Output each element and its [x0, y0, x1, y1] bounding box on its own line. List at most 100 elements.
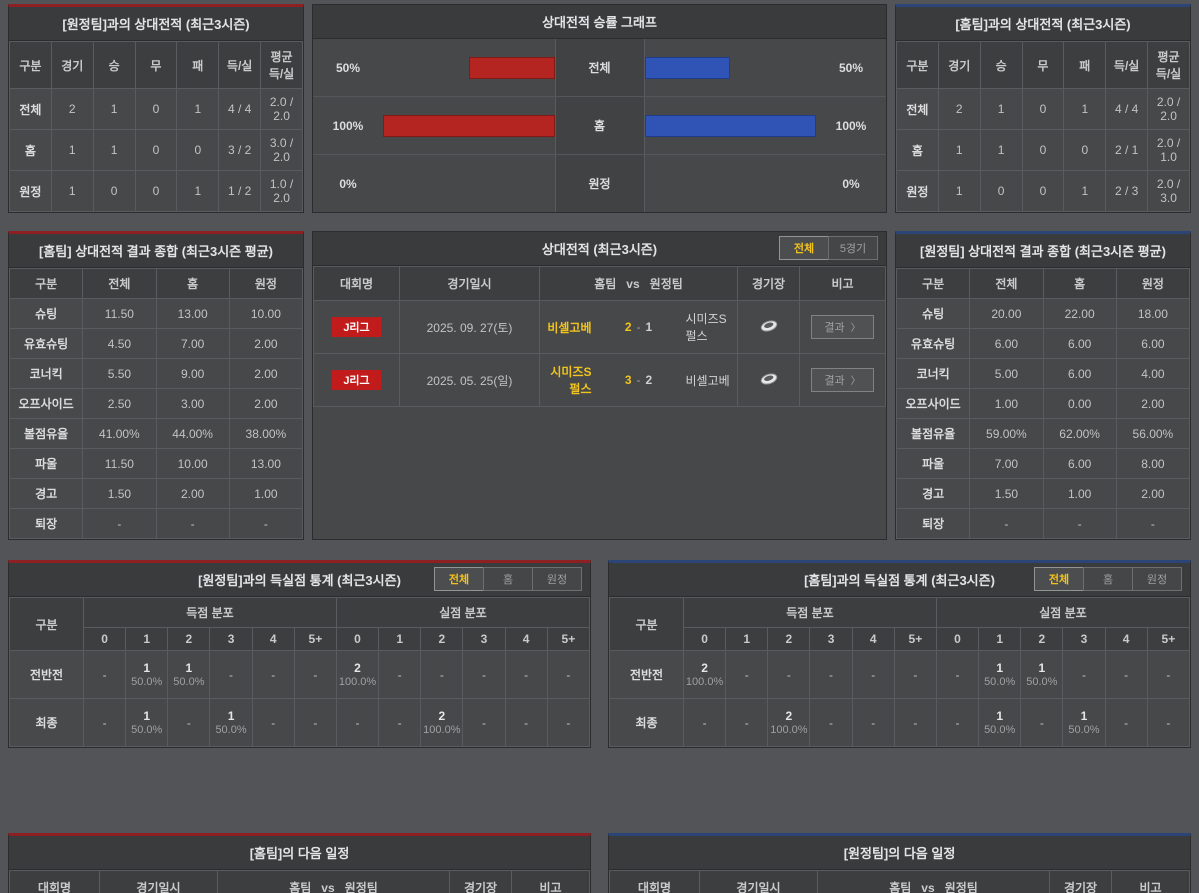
concede-cell: - — [1062, 650, 1106, 699]
table-body: 전체 2 1 0 1 4 / 4 2.0 / 2.0 홈 1 1 0 0 3 / 2 3.0 / 2.0 원… — [9, 88, 303, 212]
away-summary-table: 구분 전체 홈 원정 슈팅 20.00 22.00 18.00 유효슈팅 6.00 6.00 6.00… — [895, 268, 1191, 539]
count: 1 — [1038, 661, 1046, 675]
tab-2[interactable]: 홈 — [483, 567, 533, 591]
stat-value: 4.50 — [82, 328, 157, 359]
panel-home-goal-stats: [홈팀]과의 득실점 통계 (최근3시즌) 전체 홈 원정 구분 득점 분포 실점 분포… — [608, 560, 1191, 748]
row-label: 코너킥 — [8, 358, 84, 389]
tab-3[interactable]: 원정 — [532, 567, 582, 591]
table-row: 경고 1.50 1.00 2.00 — [895, 478, 1191, 509]
stat-value: 3.00 — [155, 388, 230, 419]
right-bar-track — [644, 97, 816, 154]
stat-row: 최종 - -2 100.0% - - - -1 50.0% -1 50.0% - - — [609, 698, 1191, 747]
stat-value: 2.00 — [1115, 478, 1191, 509]
stat-value: 2 / 1 — [1105, 129, 1149, 171]
concede-cell: - — [1104, 698, 1148, 747]
stat-value: 1 — [1063, 170, 1107, 212]
stadium-icon[interactable] — [759, 319, 779, 333]
header-home: 홈팀 — [889, 881, 912, 893]
result-button[interactable]: 결과 〉 — [811, 315, 874, 339]
bin-header: 1 — [725, 627, 769, 651]
bin-header-row: 0 1 2 3 4 5+ 0 1 2 3 4 5+ — [610, 627, 1191, 651]
tab-3[interactable]: 원정 — [1132, 567, 1182, 591]
away-team: 비셀고베 — [685, 373, 730, 388]
stat-value: 2 — [50, 88, 94, 130]
goal-stats-filter-tabs: 전체 홈 원정 — [1034, 567, 1182, 591]
stat-row: 전반전 2 100.0% - - - - - -1 50.0% 1 50.0% - - - — [609, 650, 1191, 699]
stat-value: 0 — [1021, 88, 1065, 130]
header-vs: vs — [921, 881, 935, 893]
row-label: 홈 — [9, 129, 52, 171]
stat-value: 1 / 2 — [218, 170, 262, 212]
note-cell: 결과 〉 — [799, 300, 886, 354]
row-label: 파울 — [8, 448, 84, 479]
stat-value: 0 — [1021, 170, 1065, 212]
table-row: 원정 1 0 0 1 2 / 3 2.0 / 3.0 — [896, 170, 1190, 212]
tab-1[interactable]: 전체 — [1034, 567, 1084, 591]
stat-value: 6.00 — [1115, 328, 1191, 359]
row-label: 파울 — [895, 448, 971, 479]
score-cell: - — [293, 698, 337, 747]
row-label: 전반전 — [9, 650, 84, 699]
column-header: 전체 — [969, 268, 1044, 299]
header-row: 대회명 경기일시 홈팀 vs 원정팀 경기장 비고 — [609, 870, 1190, 893]
tab-1[interactable]: 전체 — [779, 236, 829, 260]
tab-2[interactable]: 5경기 — [828, 236, 878, 260]
concede-cell: 2 100.0% — [335, 650, 380, 699]
concede-cell: - — [1104, 650, 1148, 699]
goal-stats-filter-tabs: 전체 홈 원정 — [434, 567, 582, 591]
score-cell: 1 50.0% — [125, 698, 169, 747]
home-score: 2 — [624, 320, 632, 334]
stat-value: 2.0 / 2.0 — [260, 88, 303, 130]
stat-value: 2.0 / 3.0 — [1147, 170, 1190, 212]
result-button[interactable]: 결과 〉 — [811, 368, 874, 392]
graph-row: 100% 홈 100% — [313, 97, 886, 155]
bin-header: 2 — [167, 627, 211, 651]
stat-value: 1.50 — [82, 478, 157, 509]
column-header: 원정 — [1115, 268, 1191, 299]
score-cell: - — [809, 650, 853, 699]
stat-value: 0 — [134, 129, 178, 171]
score: 2-1 — [602, 320, 676, 334]
header-home: 홈팀 — [289, 881, 312, 893]
stadium-icon[interactable] — [759, 372, 779, 386]
stat-value: 6.00 — [969, 328, 1044, 359]
tab-2[interactable]: 홈 — [1083, 567, 1133, 591]
stat-value: 2.00 — [228, 358, 304, 389]
stat-value: 9.00 — [155, 358, 230, 389]
stat-value: 38.00% — [228, 418, 304, 449]
stat-value: 1 — [176, 88, 220, 130]
stat-value: 0 — [979, 170, 1023, 212]
column-header: 대회명 — [9, 870, 100, 893]
stat-value: 7.00 — [969, 448, 1044, 479]
bin-header: 2 — [420, 627, 464, 651]
row-label: 퇴장 — [895, 508, 971, 539]
stat-value: 1.00 — [969, 388, 1044, 419]
count: 1 — [1080, 709, 1088, 723]
home-team: 시미즈S펄스 — [550, 365, 592, 396]
teams-cell: 시미즈S펄스 3-2 비셀고베 — [539, 353, 738, 407]
left-percent-label: 50% — [335, 60, 361, 75]
count: 2 — [438, 709, 446, 723]
tab-1[interactable]: 전체 — [434, 567, 484, 591]
table-head: 구분 득점 분포 실점 분포 0 1 2 3 4 5+ 0 1 2 3 4 5+ — [609, 597, 1191, 651]
stat-value: - — [1115, 508, 1191, 539]
stat-value: 10.00 — [228, 298, 304, 329]
score-cell: - — [809, 698, 853, 747]
score-cell: 2 100.0% — [682, 650, 727, 699]
table-row: 유효슈팅 4.50 7.00 2.00 — [8, 328, 304, 359]
bin-header: 4 — [251, 627, 295, 651]
row-label: 퇴장 — [8, 508, 84, 539]
bin-header: 3 — [809, 627, 853, 651]
graph-row-label: 전체 — [554, 39, 645, 96]
header-away: 원정팀 — [944, 881, 978, 893]
score-cell: - — [767, 650, 811, 699]
stat-value: 6.00 — [1042, 448, 1117, 479]
row-label: 전반전 — [609, 650, 684, 699]
stat-value: 0 — [92, 170, 136, 212]
group-header-row: 구분 득점 분포 실점 분포 — [9, 597, 591, 651]
bin-header: 3 — [462, 627, 506, 651]
stat-value: 11.50 — [82, 298, 157, 329]
score-cell: 2 100.0% — [767, 698, 811, 747]
